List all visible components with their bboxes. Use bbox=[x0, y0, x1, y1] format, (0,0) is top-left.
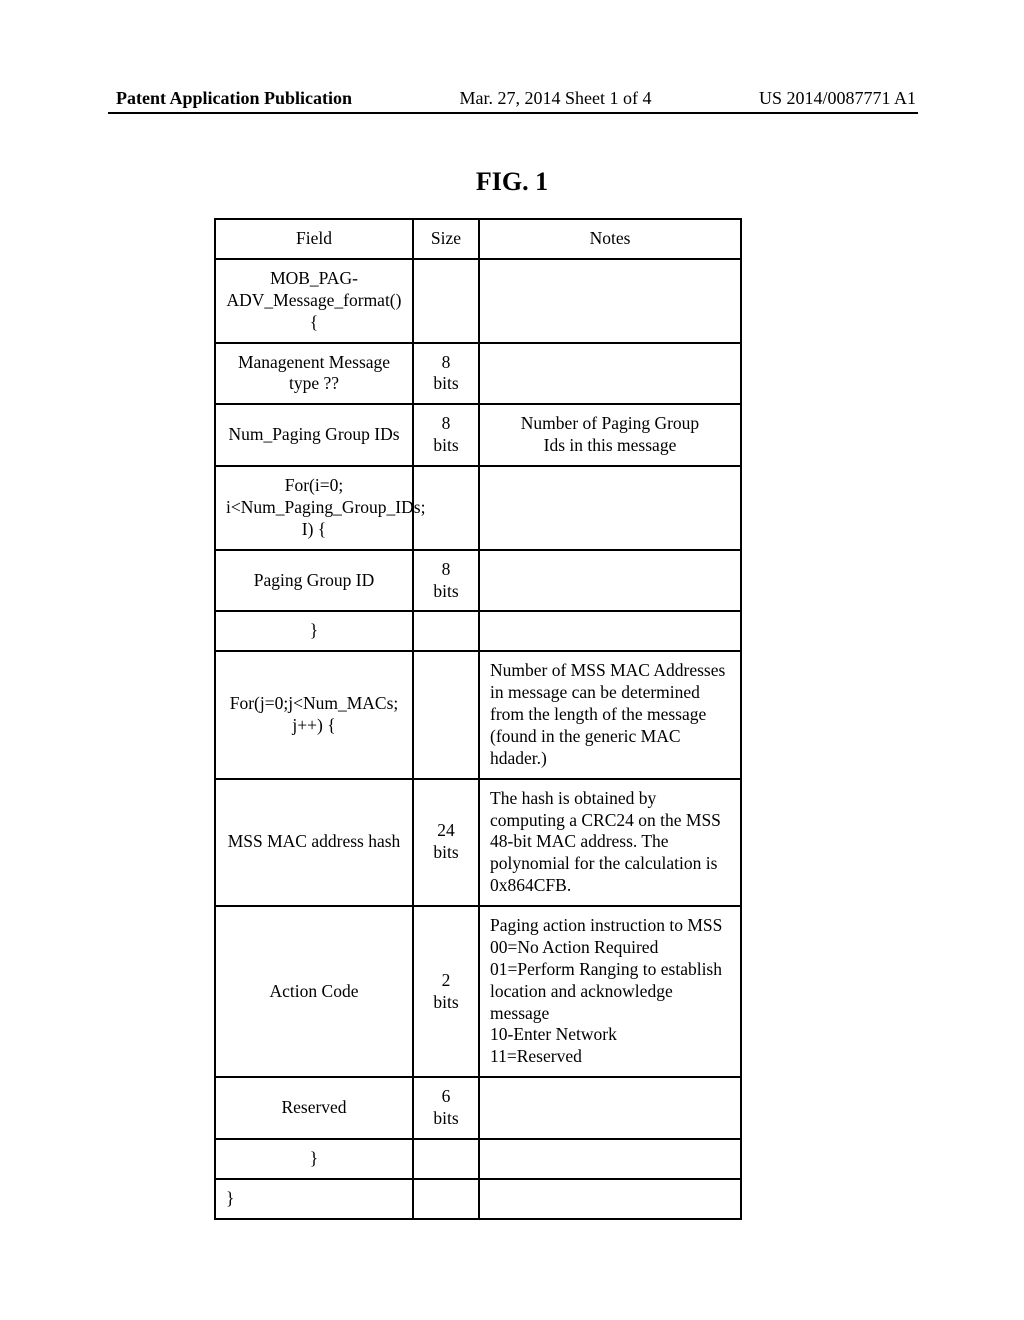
cell-size: 8 bits bbox=[413, 343, 479, 405]
cell-field: Paging Group ID bbox=[215, 550, 413, 612]
cell-field: } bbox=[215, 1179, 413, 1219]
cell-field: } bbox=[215, 1139, 413, 1179]
cell-size: 8 bits bbox=[413, 550, 479, 612]
table-row: For(i=0; i<Num_Paging_Group_IDs; I) { bbox=[215, 466, 741, 550]
cell-notes bbox=[479, 1179, 741, 1219]
cell-size: 8 bits bbox=[413, 404, 479, 466]
table-row: Action Code2 bitsPaging action instructi… bbox=[215, 906, 741, 1077]
cell-notes: Number of Paging Group Ids in this messa… bbox=[479, 404, 741, 466]
col-notes: Notes bbox=[479, 219, 741, 259]
table-row: Managenent Message type ??8 bits bbox=[215, 343, 741, 405]
table-row: } bbox=[215, 1139, 741, 1179]
cell-field: For(i=0; i<Num_Paging_Group_IDs; I) { bbox=[215, 466, 413, 550]
message-format-table: Field Size Notes MOB_PAG- ADV_Message_fo… bbox=[214, 218, 740, 1220]
cell-notes: The hash is obtained by computing a CRC2… bbox=[479, 779, 741, 906]
cell-notes bbox=[479, 259, 741, 343]
table-row: For(j=0;j<Num_MACs; j++) { Number of MSS … bbox=[215, 651, 741, 778]
cell-size bbox=[413, 651, 479, 778]
cell-field: } bbox=[215, 611, 413, 651]
col-field: Field bbox=[215, 219, 413, 259]
figure-title: FIG. 1 bbox=[0, 167, 1024, 197]
cell-field: Reserved bbox=[215, 1077, 413, 1139]
cell-notes bbox=[479, 1077, 741, 1139]
table-row: } bbox=[215, 1179, 741, 1219]
cell-notes bbox=[479, 1139, 741, 1179]
cell-notes bbox=[479, 343, 741, 405]
table-row: } bbox=[215, 611, 741, 651]
cell-notes bbox=[479, 611, 741, 651]
cell-notes: Number of MSS MAC Addresses in message c… bbox=[479, 651, 741, 778]
table-row: Reserved6 bits bbox=[215, 1077, 741, 1139]
cell-field: For(j=0;j<Num_MACs; j++) { bbox=[215, 651, 413, 778]
cell-notes: Paging action instruction to MSS 00=No A… bbox=[479, 906, 741, 1077]
cell-size: 2 bits bbox=[413, 906, 479, 1077]
cell-field: MOB_PAG- ADV_Message_format(){ bbox=[215, 259, 413, 343]
cell-notes bbox=[479, 466, 741, 550]
cell-field: Action Code bbox=[215, 906, 413, 1077]
cell-field: Managenent Message type ?? bbox=[215, 343, 413, 405]
header-left: Patent Application Publication bbox=[116, 88, 352, 109]
cell-size bbox=[413, 1139, 479, 1179]
cell-field: Num_Paging Group IDs bbox=[215, 404, 413, 466]
cell-notes bbox=[479, 550, 741, 612]
table-header-row: Field Size Notes bbox=[215, 219, 741, 259]
cell-size bbox=[413, 259, 479, 343]
header-center: Mar. 27, 2014 Sheet 1 of 4 bbox=[460, 88, 652, 109]
header-right: US 2014/0087771 A1 bbox=[759, 88, 916, 109]
cell-size: 6 bits bbox=[413, 1077, 479, 1139]
table-row: MOB_PAG- ADV_Message_format(){ bbox=[215, 259, 741, 343]
cell-size bbox=[413, 1179, 479, 1219]
table-row: Paging Group ID8 bits bbox=[215, 550, 741, 612]
cell-size bbox=[413, 611, 479, 651]
cell-size: 24 bits bbox=[413, 779, 479, 906]
col-size: Size bbox=[413, 219, 479, 259]
table-row: MSS MAC address hash24 bitsThe hash is o… bbox=[215, 779, 741, 906]
cell-field: MSS MAC address hash bbox=[215, 779, 413, 906]
page-header: Patent Application Publication Mar. 27, … bbox=[0, 88, 1024, 109]
header-rule bbox=[108, 112, 918, 114]
table-row: Num_Paging Group IDs8 bitsNumber of Pagi… bbox=[215, 404, 741, 466]
